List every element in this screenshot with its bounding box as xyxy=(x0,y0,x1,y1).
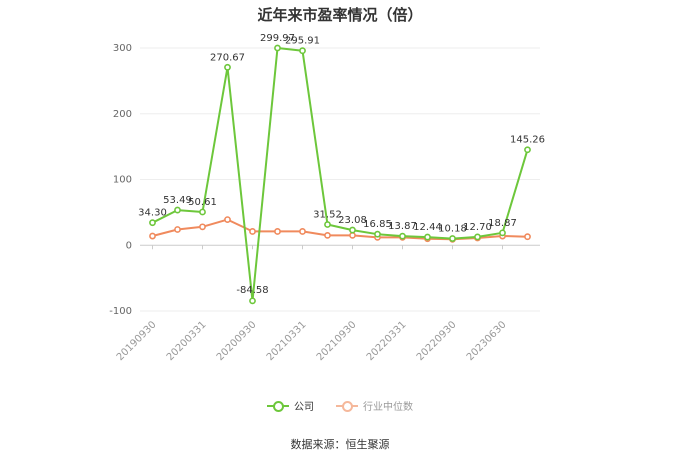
data-label-company: 16.85 xyxy=(363,219,392,230)
data-point-company xyxy=(349,226,356,234)
x-tick-label: 20220930 xyxy=(415,319,459,363)
data-label-company: 53.49 xyxy=(163,195,192,206)
y-tick-label: 200 xyxy=(113,109,132,120)
data-point-company xyxy=(424,233,431,241)
series-lines xyxy=(149,44,531,305)
data-point-industry xyxy=(199,223,206,231)
data-label-company: 23.08 xyxy=(338,215,367,226)
data-point-company xyxy=(524,146,531,154)
y-tick-label: -100 xyxy=(109,306,132,317)
legend-item-industry[interactable]: 行业中位数 xyxy=(336,398,413,413)
data-label-company: 13.87 xyxy=(388,221,417,232)
data-label-company: 10.18 xyxy=(438,224,467,235)
data-point-company xyxy=(499,229,506,237)
data-point-company xyxy=(299,47,306,55)
data-point-company xyxy=(449,235,456,242)
series-line-company xyxy=(152,47,529,302)
legend-swatch-industry xyxy=(336,400,358,412)
grid-lines xyxy=(140,47,540,312)
data-point-industry xyxy=(299,228,306,235)
x-tick-label: 20210930 xyxy=(315,319,359,363)
data-point-industry xyxy=(249,228,256,235)
data-point-company xyxy=(149,219,156,227)
data-point-company xyxy=(474,233,481,241)
data-label-company: 299.97 xyxy=(260,33,295,44)
data-label-company: 18.87 xyxy=(488,218,517,229)
legend: 公司 行业中位数 xyxy=(0,398,680,413)
x-tick-label: 20210331 xyxy=(265,319,309,363)
data-label-company: 270.67 xyxy=(210,52,245,63)
data-point-company xyxy=(399,232,406,240)
data-point-company xyxy=(324,221,331,228)
data-point-industry xyxy=(349,231,356,239)
chart-title: 近年来市盈率情况（倍） xyxy=(257,6,423,24)
data-label-company: 145.26 xyxy=(510,135,545,146)
data-label-company: 34.30 xyxy=(138,208,167,219)
data-point-company xyxy=(374,230,381,238)
data-point-industry xyxy=(274,228,281,235)
x-tick-label: 20200331 xyxy=(165,319,209,363)
legend-swatch-company xyxy=(267,400,289,412)
data-label-company: 295.91 xyxy=(285,36,320,47)
y-tick-label: 0 xyxy=(126,240,132,251)
y-tick-label: 300 xyxy=(113,43,132,54)
data-point-company xyxy=(249,297,256,305)
y-tick-label: 100 xyxy=(113,175,132,186)
data-point-company xyxy=(224,63,231,71)
x-tick-label: 20230630 xyxy=(465,319,509,363)
data-point-company xyxy=(199,208,206,216)
x-tick-label: 20200930 xyxy=(215,319,259,363)
data-point-company xyxy=(174,206,181,214)
legend-label-company: 公司 xyxy=(294,402,314,413)
data-label-company: 12.70 xyxy=(463,222,492,233)
legend-label-industry: 行业中位数 xyxy=(363,402,413,413)
data-point-industry xyxy=(524,233,531,241)
data-label-company: -84.58 xyxy=(236,285,268,296)
data-point-company xyxy=(274,44,281,52)
data-point-industry xyxy=(149,232,156,240)
data-point-industry xyxy=(174,226,181,233)
x-tick-label: 20220331 xyxy=(365,319,409,363)
x-tick-label: 20190930 xyxy=(115,319,159,363)
legend-item-company[interactable]: 公司 xyxy=(267,398,314,413)
data-point-industry xyxy=(224,216,231,224)
source-note: 数据来源：恒生聚源 xyxy=(290,438,390,451)
data-label-company: 50.61 xyxy=(188,197,217,208)
data-label-company: 31.52 xyxy=(313,210,342,221)
data-label-company: 12.44 xyxy=(413,222,442,233)
data-point-industry xyxy=(324,231,331,239)
